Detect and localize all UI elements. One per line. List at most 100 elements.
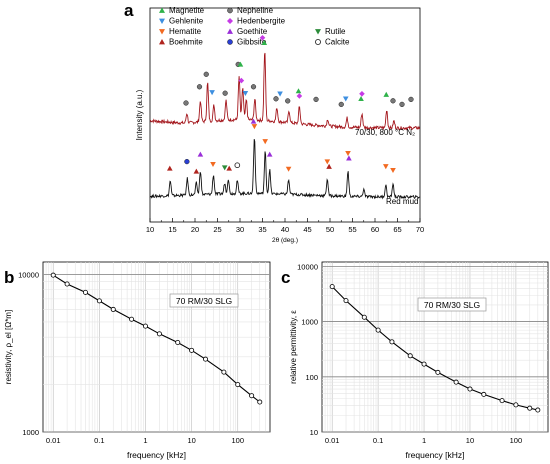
data-point xyxy=(343,298,349,304)
y-tick-label: 1000 xyxy=(22,428,39,437)
x-tick-label: 0.01 xyxy=(325,436,340,445)
data-point xyxy=(421,361,427,367)
plot-frame xyxy=(42,261,271,433)
x-tick-label: 10 xyxy=(146,225,154,234)
phase-marker xyxy=(197,151,204,157)
pattern-line-0 xyxy=(149,52,421,131)
legend-label-nepheline: Nepheline xyxy=(237,6,274,15)
data-point xyxy=(481,391,487,397)
xrd-chart: 10 15 20 25 30 35 40 45 50 55 60 65 70 2θ (deg.) Inten… xyxy=(135,6,424,244)
x-tick-label: 0.1 xyxy=(373,436,383,445)
x-axis-label: frequency [kHz] xyxy=(127,450,186,460)
y-tick-label: 10000 xyxy=(18,270,39,279)
data-point xyxy=(375,327,381,333)
data-point xyxy=(329,284,335,290)
y-tick-label: 1000 xyxy=(301,318,318,327)
y-axis-label: relative permittivity, ε xyxy=(289,310,298,384)
phase-marker xyxy=(342,96,349,102)
x-tick-label: 0.1 xyxy=(94,436,104,445)
phase-marker xyxy=(345,150,351,156)
phase-marker xyxy=(326,163,332,169)
phase-marker xyxy=(399,101,405,108)
data-point xyxy=(453,379,459,385)
data-point xyxy=(235,382,241,388)
legend-label-goethite: Goethite xyxy=(237,27,268,36)
legend-marker-calcite xyxy=(315,39,322,46)
x-tick-label: 40 xyxy=(281,225,289,234)
data-point xyxy=(249,393,255,399)
series-legend-box xyxy=(169,293,239,308)
phase-marker xyxy=(237,61,244,67)
x-tick-label: 50 xyxy=(326,225,334,234)
legend-marker-boehmite xyxy=(159,39,165,45)
panel-label-b: b xyxy=(4,268,14,287)
x-tick-label: 100 xyxy=(231,436,244,445)
phase-marker xyxy=(210,161,216,167)
y-tick-label: 10 xyxy=(310,428,318,437)
data-point xyxy=(407,353,413,359)
data-point xyxy=(513,402,519,408)
x-tick-label: 35 xyxy=(258,225,266,234)
phase-marker xyxy=(277,91,283,97)
data-point xyxy=(129,316,135,322)
data-point xyxy=(499,398,505,404)
panel-label-a: a xyxy=(124,1,134,20)
phase-marker xyxy=(285,166,292,172)
phase-marker xyxy=(390,167,396,173)
phase-marker xyxy=(242,90,249,96)
legend-marker-goethite xyxy=(227,28,233,34)
legend-marker-magnetite xyxy=(159,7,165,13)
x-tick-label: 0.01 xyxy=(46,436,61,445)
x-tick-label: 15 xyxy=(168,225,176,234)
data-point xyxy=(203,356,209,362)
phase-marker xyxy=(183,100,189,106)
legend-marker-gehlenite xyxy=(159,18,165,24)
y-axis-label: resistivity, ρ_el [Ω*m] xyxy=(4,310,13,384)
data-point xyxy=(361,314,367,320)
data-point xyxy=(50,272,56,278)
resistivity-chart: 1000 10000 0.01 0.1 1 10 100 frequency [kHz] res… xyxy=(4,261,271,460)
permittivity-chart: 10 100 1000 10000 0.01 0.1 1 10 100 frequency [kH… xyxy=(289,261,549,460)
phase-marker xyxy=(167,165,173,171)
data-point xyxy=(96,298,102,304)
x-axis-label: 2θ (deg.) xyxy=(272,237,298,244)
phase-marker xyxy=(193,168,200,174)
legend-marker-hematite xyxy=(159,29,165,35)
phase-marker xyxy=(383,91,390,97)
legend-label-rutile: Rutile xyxy=(325,27,346,36)
x-tick-label: 1 xyxy=(422,436,426,445)
legend-marker-hedenbergite xyxy=(227,18,233,24)
legend-marker-nepheline xyxy=(227,7,233,14)
phase-marker xyxy=(209,90,215,96)
phase-marker xyxy=(359,91,365,97)
y-tick-label: 100 xyxy=(305,373,318,382)
pattern-line-1 xyxy=(149,138,421,200)
phase-marker xyxy=(203,71,209,77)
phase-marker xyxy=(222,90,228,96)
x-axis-label: frequency [kHz] xyxy=(405,450,464,460)
data-point xyxy=(82,289,88,295)
phase-marker xyxy=(184,158,190,165)
data-point xyxy=(467,386,473,392)
panel-label-c: c xyxy=(281,268,290,287)
x-tick-label: 25 xyxy=(213,225,221,234)
data-point xyxy=(535,407,541,413)
x-tick-label: 70 xyxy=(416,225,424,234)
phase-marker xyxy=(250,118,257,124)
phase-marker xyxy=(262,139,268,145)
phase-marker xyxy=(358,96,364,102)
data-point xyxy=(435,369,441,375)
x-tick-label: 1 xyxy=(143,436,147,445)
phase-marker xyxy=(383,164,389,170)
phase-marker xyxy=(346,155,352,161)
phase-marker xyxy=(221,165,228,171)
data-point xyxy=(189,347,195,353)
phase-marker xyxy=(196,84,203,90)
phase-marker xyxy=(296,93,303,99)
data-point xyxy=(175,339,181,345)
data-point xyxy=(142,323,148,329)
phase-marker xyxy=(266,151,273,157)
x-tick-label: 60 xyxy=(371,225,379,234)
